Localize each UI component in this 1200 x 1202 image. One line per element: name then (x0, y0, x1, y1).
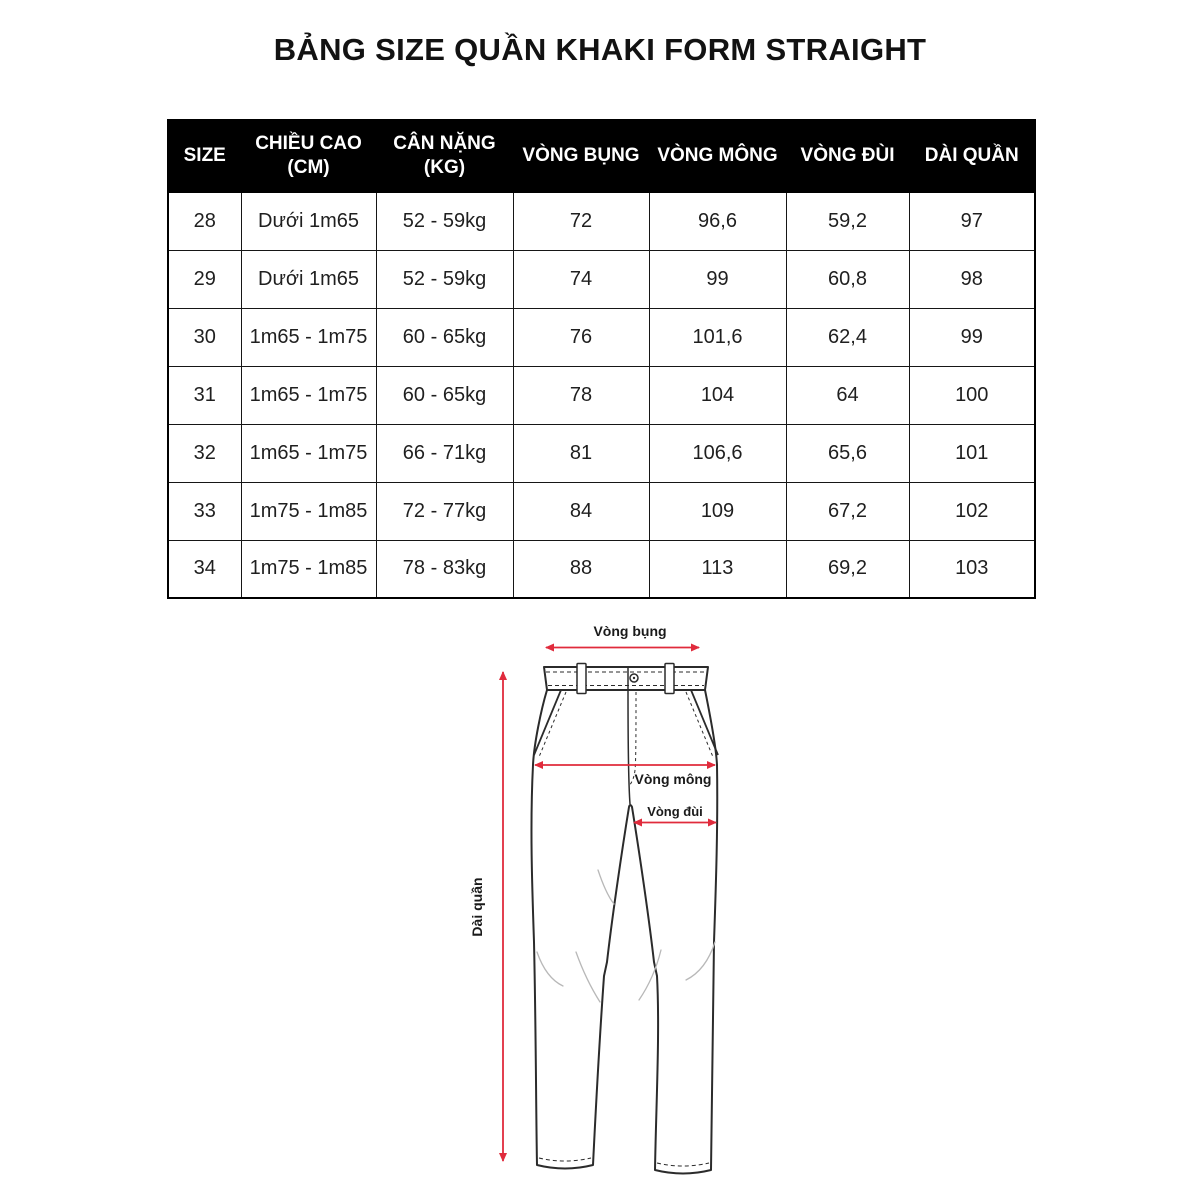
wrinkle-line (685, 941, 716, 981)
cell-size: 32 (167, 423, 242, 483)
cell-weight: 72 - 77kg (375, 481, 514, 541)
table-row-size-31: 31 1m65 - 1m75 60 - 65kg 78 104 64 100 (167, 365, 1036, 425)
cell-height: 1m75 - 1m85 (240, 481, 377, 541)
table-row-size-28: 28 Dưới 1m65 52 - 59kg 72 96,6 59,2 97 (167, 191, 1036, 251)
cell-size: 30 (167, 307, 242, 367)
cell-thigh: 60,8 (785, 249, 910, 309)
cell-size: 34 (167, 539, 242, 599)
cell-hip: 104 (648, 365, 787, 425)
fly-center-seam (627, 667, 631, 805)
wrinkle-line (638, 949, 662, 1001)
thigh-label: Vòng đùi (647, 804, 703, 819)
col-header-waist: VÒNG BỤNG (512, 119, 650, 193)
cell-length: 102 (908, 481, 1036, 541)
col-header-size: SIZE (167, 119, 242, 193)
cell-waist: 74 (512, 249, 650, 309)
cell-weight: 66 - 71kg (375, 423, 514, 483)
cell-height: Dưới 1m65 (240, 249, 377, 309)
size-table: SIZE CHIỀU CAO (CM) CÂN NẶNG (KG) VÒNG B… (167, 119, 1036, 599)
cell-hip: 106,6 (648, 423, 787, 483)
table-row-size-33: 33 1m75 - 1m85 72 - 77kg 84 109 67,2 102 (167, 481, 1036, 541)
length-label: Dài quần (469, 877, 485, 936)
cell-thigh: 65,6 (785, 423, 910, 483)
cell-height: 1m65 - 1m75 (240, 423, 377, 483)
cell-height: 1m65 - 1m75 (240, 365, 377, 425)
cell-weight: 52 - 59kg (375, 191, 514, 251)
size-table-body: 28 Dưới 1m65 52 - 59kg 72 96,6 59,2 97 2… (167, 191, 1036, 599)
cell-length: 103 (908, 539, 1036, 599)
cell-thigh: 64 (785, 365, 910, 425)
size-table-header: SIZE CHIỀU CAO (CM) CÂN NẶNG (KG) VÒNG B… (167, 119, 1036, 193)
cell-length: 97 (908, 191, 1036, 251)
header-row: SIZE CHIỀU CAO (CM) CÂN NẶNG (KG) VÒNG B… (167, 119, 1036, 193)
waist-button-hole (632, 676, 636, 680)
cell-thigh: 62,4 (785, 307, 910, 367)
waist-button (629, 673, 639, 683)
pants-body-outline (530, 689, 719, 1175)
cell-thigh: 59,2 (785, 191, 910, 251)
col-header-hip: VÒNG MÔNG (648, 119, 787, 193)
cell-weight: 78 - 83kg (375, 539, 514, 599)
right-pocket (690, 689, 719, 756)
cell-thigh: 69,2 (785, 539, 910, 599)
cell-length: 100 (908, 365, 1036, 425)
cell-waist: 81 (512, 423, 650, 483)
col-header-height: CHIỀU CAO (CM) (240, 119, 377, 193)
hip-label: Vòng mông (635, 771, 712, 787)
cell-thigh: 67,2 (785, 481, 910, 541)
cell-waist: 84 (512, 481, 650, 541)
cell-length: 98 (908, 249, 1036, 309)
table-row-size-34: 34 1m75 - 1m85 78 - 83kg 88 113 69,2 103 (167, 539, 1036, 599)
pants-measurement-diagram: Vòng bụng Vòng mông Vòng đùi Dài quần (469, 623, 719, 1175)
cell-waist: 88 (512, 539, 650, 599)
wrinkle-line (536, 951, 564, 987)
fly-stitching (628, 691, 637, 787)
table-row-size-29: 29 Dưới 1m65 52 - 59kg 74 99 60,8 98 (167, 249, 1036, 309)
cell-hip: 113 (648, 539, 787, 599)
table-row-size-30: 30 1m65 - 1m75 60 - 65kg 76 101,6 62,4 9… (167, 307, 1036, 367)
col-header-thigh: VÒNG ĐÙI (785, 119, 910, 193)
waistband (543, 666, 709, 691)
wrinkle-line (597, 869, 615, 905)
left-pocket (533, 689, 562, 756)
cell-hip: 96,6 (648, 191, 787, 251)
cell-height: Dưới 1m65 (240, 191, 377, 251)
cell-hip: 99 (648, 249, 787, 309)
belt-loop (664, 662, 675, 695)
cell-height: 1m75 - 1m85 (240, 539, 377, 599)
waist-label: Vòng bụng (593, 623, 666, 639)
cell-length: 101 (908, 423, 1036, 483)
cell-waist: 76 (512, 307, 650, 367)
wrinkle-line (575, 951, 601, 1003)
cell-height: 1m65 - 1m75 (240, 307, 377, 367)
waistband-stitching (546, 671, 706, 686)
belt-loop (576, 662, 587, 695)
cell-waist: 72 (512, 191, 650, 251)
cell-weight: 60 - 65kg (375, 365, 514, 425)
page-title: BẢNG SIZE QUẦN KHAKI FORM STRAIGHT (273, 32, 927, 67)
cell-hip: 101,6 (648, 307, 787, 367)
cell-length: 99 (908, 307, 1036, 367)
col-header-length: DÀI QUẦN (908, 119, 1036, 193)
cell-weight: 60 - 65kg (375, 307, 514, 367)
cell-weight: 52 - 59kg (375, 249, 514, 309)
col-header-weight: CÂN NẶNG (KG) (375, 119, 514, 193)
cell-size: 31 (167, 365, 242, 425)
cell-waist: 78 (512, 365, 650, 425)
cell-size: 28 (167, 191, 242, 251)
cell-size: 29 (167, 249, 242, 309)
cell-size: 33 (167, 481, 242, 541)
cell-hip: 109 (648, 481, 787, 541)
table-row-size-32: 32 1m65 - 1m75 66 - 71kg 81 106,6 65,6 1… (167, 423, 1036, 483)
